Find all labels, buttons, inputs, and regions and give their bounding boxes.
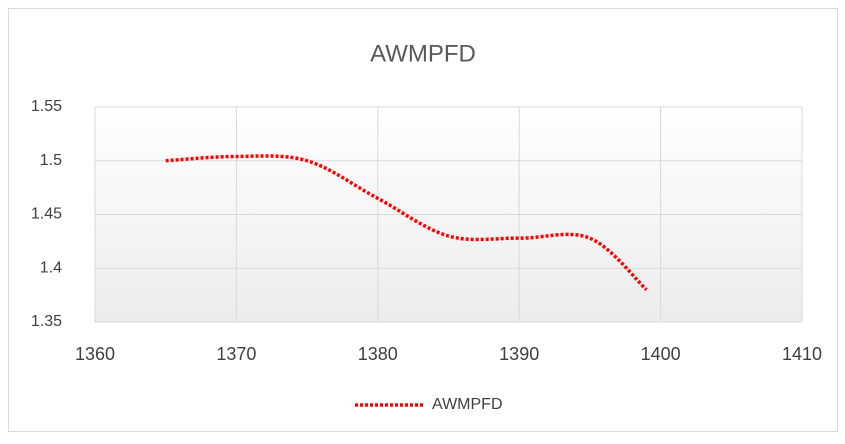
y-tick-label: 1.55 (31, 98, 62, 115)
x-tick-label: 1390 (499, 344, 539, 364)
x-tick-label: 1410 (782, 344, 822, 364)
x-tick-label: 1400 (641, 344, 681, 364)
y-tick-label: 1.5 (40, 152, 62, 169)
x-tick-label: 1370 (216, 344, 256, 364)
x-tick-label: 1360 (75, 344, 115, 364)
chart-title: AWMPFD (370, 40, 476, 67)
data-line (165, 154, 648, 292)
x-tick-label: 1380 (358, 344, 398, 364)
y-tick-label: 1.4 (40, 259, 62, 276)
legend-label: AWMPFD (432, 396, 503, 413)
y-tick-label: 1.35 (31, 313, 62, 330)
y-tick-label: 1.45 (31, 206, 62, 223)
